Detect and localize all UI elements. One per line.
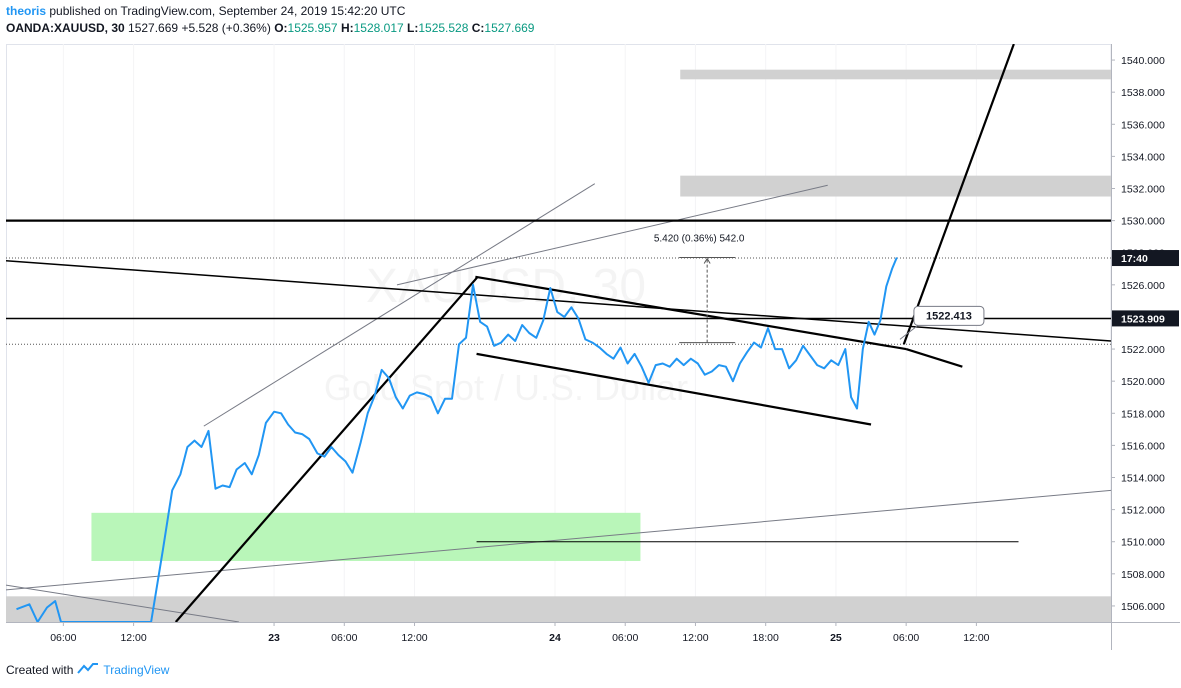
price-chart[interactable]: XAUUSD, 30 Gold Spot / U.S. Dollar 5.420… bbox=[5, 43, 1180, 650]
measure-arrow-head bbox=[703, 257, 711, 264]
callout-label: 1522.413 bbox=[926, 310, 972, 322]
price-tick-label: 1530.000 bbox=[1121, 216, 1165, 228]
watermark-symbol: XAUUSD, 30 bbox=[366, 260, 646, 313]
measure-label: 5.420 (0.36%) 542.0 bbox=[654, 234, 745, 245]
symbol-info: OANDA:XAUUSD, 30 1527.669 +5.528 (+0.36%… bbox=[6, 21, 534, 35]
symbol-name: OANDA:XAUUSD, 30 bbox=[6, 21, 125, 35]
created-with-text: Created with bbox=[6, 662, 74, 677]
price-axis-badge-label: 1523.909 bbox=[1121, 313, 1165, 325]
time-tick-label: 06:00 bbox=[612, 632, 638, 644]
trendline bbox=[905, 348, 963, 368]
thin-trendline bbox=[5, 584, 240, 623]
trendline bbox=[5, 260, 1112, 342]
time-tick-label: 12:00 bbox=[120, 632, 146, 644]
price-tick-label: 1520.000 bbox=[1121, 376, 1165, 388]
supply-zone bbox=[680, 69, 1111, 80]
thin-trendline bbox=[203, 183, 596, 427]
trendline bbox=[476, 352, 872, 426]
low-label: L: bbox=[407, 21, 419, 35]
price-axis-badge-label: 17:40 bbox=[1121, 253, 1148, 265]
supply-zone bbox=[680, 175, 1111, 197]
callout-box bbox=[913, 305, 985, 326]
price-tick-label: 1512.000 bbox=[1121, 505, 1165, 517]
time-tick-label: 12:00 bbox=[963, 632, 989, 644]
price-tick-label: 1506.000 bbox=[1121, 601, 1165, 613]
price-series-line bbox=[16, 257, 898, 623]
supply-zone bbox=[6, 596, 1111, 622]
close-value: 1527.669 bbox=[484, 21, 535, 35]
price-tick-label: 1532.000 bbox=[1121, 184, 1165, 196]
price-tick-label: 1514.000 bbox=[1121, 473, 1165, 485]
time-tick-label: 24 bbox=[549, 632, 561, 644]
tradingview-brand[interactable]: TradingView bbox=[103, 662, 170, 677]
price-tick-label: 1522.000 bbox=[1121, 344, 1165, 356]
price-tick-label: 1508.000 bbox=[1121, 569, 1165, 581]
high-label: H: bbox=[340, 21, 354, 35]
price-axis-badge bbox=[1112, 310, 1179, 327]
price-tick-label: 1534.000 bbox=[1121, 151, 1165, 163]
last-price: 1527.669 bbox=[128, 21, 179, 35]
published-text: published on TradingView.com, September … bbox=[49, 4, 406, 18]
price-axis-badge bbox=[1112, 250, 1179, 267]
callout-pointer bbox=[899, 324, 919, 340]
time-tick-label: 12:00 bbox=[401, 632, 427, 644]
publish-info: theoris published on TradingView.com, Se… bbox=[6, 4, 405, 18]
price-tick-label: 1536.000 bbox=[1121, 119, 1165, 131]
footer: Created with TradingView bbox=[6, 662, 169, 677]
tradingview-logo-icon bbox=[77, 662, 99, 677]
thin-trendline bbox=[5, 489, 1112, 591]
price-tick-label: 1516.000 bbox=[1121, 440, 1165, 452]
price-change: +5.528 (+0.36%) bbox=[181, 21, 271, 35]
price-tick-label: 1540.000 bbox=[1121, 55, 1165, 67]
time-tick-label: 25 bbox=[830, 632, 842, 644]
time-tick-label: 23 bbox=[268, 632, 280, 644]
trendline bbox=[174, 276, 479, 623]
thin-trendline bbox=[396, 184, 828, 286]
price-tick-label: 1526.000 bbox=[1121, 280, 1165, 292]
trendline bbox=[475, 275, 907, 351]
price-tick-label: 1538.000 bbox=[1121, 87, 1165, 99]
open-value: 1525.957 bbox=[287, 21, 338, 35]
watermark-description: Gold Spot / U.S. Dollar bbox=[324, 367, 688, 408]
price-tick-label: 1510.000 bbox=[1121, 537, 1165, 549]
time-tick-label: 06:00 bbox=[50, 632, 76, 644]
close-label: C: bbox=[471, 21, 485, 35]
time-tick-label: 12:00 bbox=[682, 632, 708, 644]
time-tick-label: 06:00 bbox=[331, 632, 357, 644]
trendline bbox=[902, 43, 1015, 345]
author-name[interactable]: theoris bbox=[6, 4, 47, 18]
demand-zone bbox=[91, 512, 641, 561]
high-value: 1528.017 bbox=[353, 21, 404, 35]
time-tick-label: 06:00 bbox=[893, 632, 919, 644]
open-label: O: bbox=[274, 21, 288, 35]
chart-frame[interactable]: XAUUSD, 30 Gold Spot / U.S. Dollar 5.420… bbox=[5, 43, 1180, 650]
time-tick-label: 18:00 bbox=[753, 632, 779, 644]
low-value: 1525.528 bbox=[418, 21, 469, 35]
price-tick-label: 1518.000 bbox=[1121, 408, 1165, 420]
